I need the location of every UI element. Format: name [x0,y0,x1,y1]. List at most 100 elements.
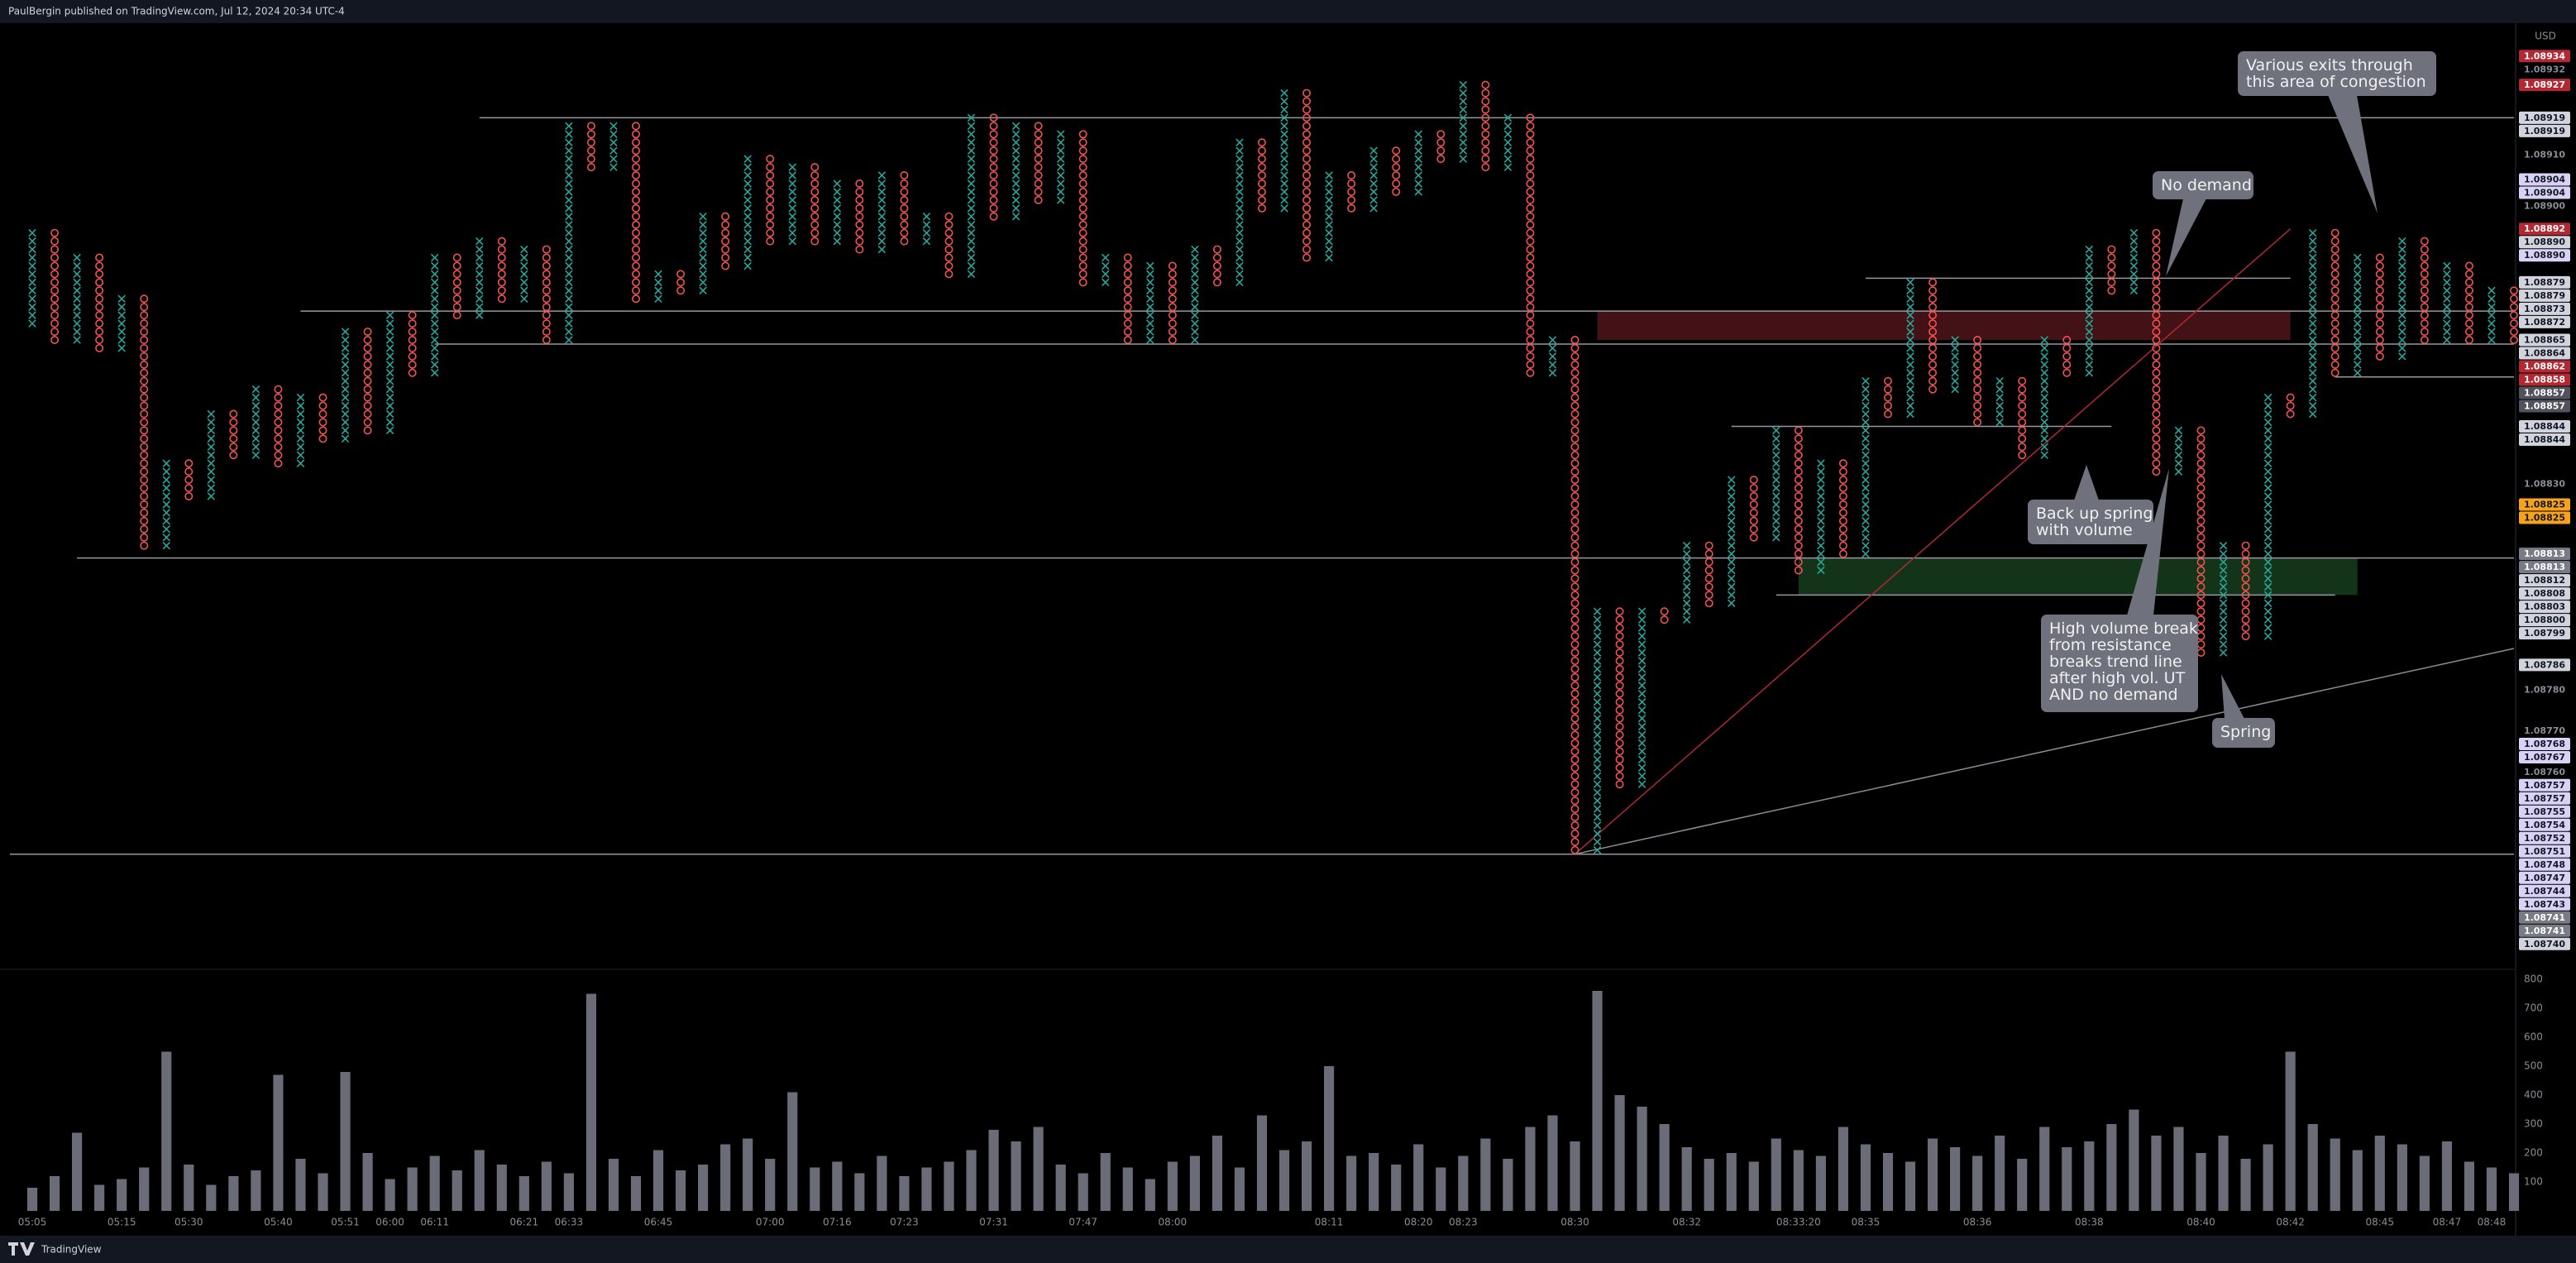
o-column [50,228,60,344]
price-label: 1.08751 [2524,846,2565,857]
volume-bar [2486,1167,2497,1211]
volume-bar [1570,1141,1580,1211]
volume-bar [117,1179,127,1211]
callout [2041,615,2198,712]
volume-bar [1927,1138,1938,1211]
callout-text: Back up spring [2036,505,2153,523]
callout [2238,51,2436,96]
trend-line [1575,648,2515,855]
x-column [2398,237,2406,361]
price-label: 1.08904 [2524,188,2565,199]
o-column [2464,261,2473,344]
callout-text: No demand [2161,176,2252,194]
o-column [1794,426,1803,575]
volume-bar [1905,1161,1916,1211]
o-column [2420,237,2429,344]
volume-bar [2173,1127,2184,1211]
volume-bar [1503,1159,1513,1211]
volume-bar [608,1159,619,1211]
x-tick-label: 07:31 [979,1217,1008,1228]
price-label-bg [2519,871,2570,884]
price-label: 1.08904 [2524,175,2565,185]
volume-tick-label: 300 [2524,1118,2543,1130]
o-column [2330,228,2339,377]
volume-bar [832,1161,843,1211]
x-column [2354,253,2362,377]
price-label-bg [2519,778,2570,792]
x-column [385,311,394,435]
volume-bar [318,1173,328,1211]
x-column [1995,376,2004,427]
volume-bar [2285,1051,2296,1211]
x-tick-label: 07:23 [890,1217,919,1228]
volume-bar [1055,1165,1066,1211]
price-label: 1.08800 [2524,615,2565,625]
o-column [586,122,595,172]
volume-bar [1167,1161,1178,1211]
volume-bar [2374,1136,2385,1211]
volume-bar [1391,1165,1402,1211]
o-column [721,212,730,270]
volume-bar [1525,1127,1536,1211]
x-tick-label: 08:35 [1852,1217,1881,1228]
price-label-bg [2519,924,2570,937]
volume-tick-label: 800 [2524,974,2543,985]
volume-bar [1413,1144,1424,1211]
x-column [1817,459,1825,575]
price-label: 1.08741 [2524,926,2565,936]
x-column [296,393,305,467]
x-column [1235,138,1244,287]
price-label-bg [2519,818,2570,831]
volume-bar [1659,1124,1670,1211]
o-column [1884,376,1892,419]
o-column [363,328,372,435]
volume-bar [2263,1144,2273,1211]
price-label: 1.08864 [2524,347,2565,358]
o-column [1928,278,1938,394]
o-column [1660,607,1669,624]
x-tick-label: 08:47 [2433,1217,2462,1228]
volume-bar [2508,1173,2520,1211]
o-column [1034,122,1043,204]
volume-bar [94,1184,105,1211]
o-column [2375,253,2384,361]
volume-bar [1592,991,1603,1211]
price-label-bg [2519,399,2570,413]
price-label-bg [2519,658,2570,672]
x-tick-label: 08:00 [1159,1217,1188,1228]
volume-bar [429,1155,440,1211]
volume-bar [2218,1136,2229,1211]
price-label-bg [2519,222,2570,236]
x-column [1191,245,1199,344]
volume-bar [652,1150,664,1211]
o-column [632,122,640,304]
volume-bar [877,1155,887,1211]
x-column [2219,541,2228,657]
x-tick-label: 06:33 [555,1217,584,1228]
price-label-bg [2519,433,2570,446]
o-column [229,409,238,460]
price-label: 1.08865 [2524,334,2565,345]
x-column [1906,278,1914,419]
o-column [2018,376,2027,460]
volume-bar [854,1173,865,1211]
x-column [28,228,36,328]
x-tick-label: 06:11 [420,1217,449,1228]
x-column [1728,476,1736,608]
o-column [1570,336,1580,854]
volume-bar [474,1150,485,1211]
volume-bar [787,1092,798,1211]
volume-bar [1637,1107,1647,1211]
x-tick-label: 08:48 [2478,1217,2507,1228]
x-column [967,113,976,279]
x-tick-label: 07:00 [756,1217,785,1228]
x-column [654,270,662,303]
x-column [922,213,931,246]
price-label: 1.08740 [2524,939,2565,950]
volume-bar [2307,1124,2318,1211]
price-label-bg [2519,858,2570,871]
callout [2028,500,2153,544]
x-column [341,328,350,443]
x-tick-label: 05:05 [18,1217,47,1228]
volume-bar [407,1167,418,1211]
